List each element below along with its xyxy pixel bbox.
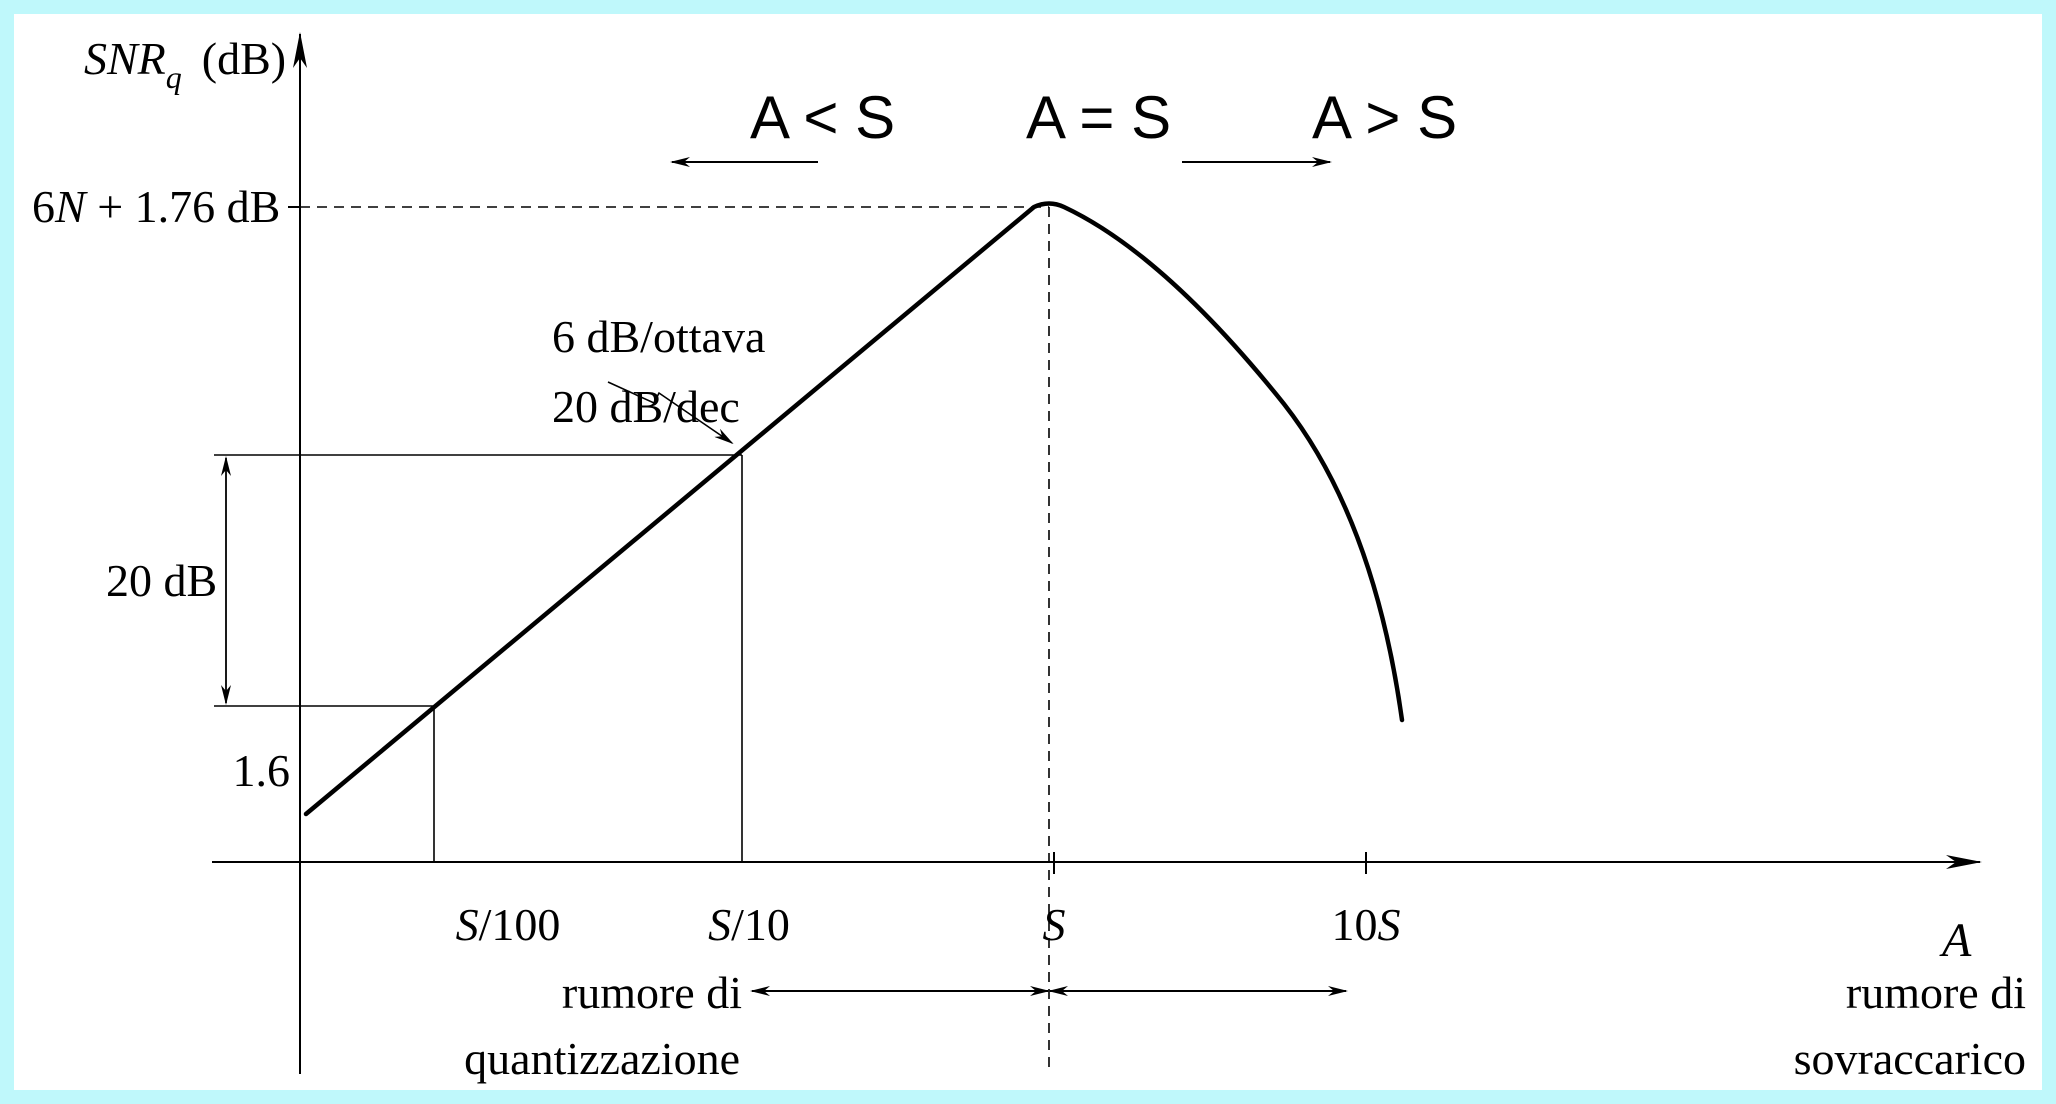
snr-curve — [303, 201, 1405, 817]
region-center-label: A = S — [1026, 84, 1171, 151]
x-axis-label: A — [1939, 914, 1972, 967]
quant-noise-label-1: rumore di — [562, 967, 742, 1018]
span-label: 20 dB — [106, 555, 217, 606]
region-left-label: A < S — [750, 84, 895, 151]
slope-pointer — [607, 381, 734, 445]
x-tick-label-s10: S/10 — [708, 899, 790, 950]
x-tick-label-s100: S/100 — [456, 899, 561, 950]
overload-noise-label-2: sovraccarico — [1794, 1033, 2026, 1084]
quant-noise-label-2: quantizzazione — [464, 1033, 740, 1084]
snr-diagram: SNRq (dB) 6N + 1.76 dB 20 dB 1.6 A < S A … — [32, 32, 2026, 1084]
slope-label-octave: 6 dB/ottava — [552, 311, 765, 362]
low-value-label: 1.6 — [233, 745, 291, 796]
region-right-label: A > S — [1312, 84, 1457, 151]
y-axis-label: SNRq (dB) — [84, 33, 286, 95]
peak-value-label: 6N + 1.76 dB — [32, 181, 280, 232]
x-tick-label-10s: 10S — [1332, 899, 1401, 950]
x-tick-label-s: S — [1043, 899, 1066, 950]
diagram-canvas: SNRq (dB) 6N + 1.76 dB 20 dB 1.6 A < S A … — [14, 14, 2042, 1090]
overload-noise-label-1: rumore di — [1846, 967, 2026, 1018]
slope-label-decade: 20 dB/dec — [552, 381, 740, 432]
